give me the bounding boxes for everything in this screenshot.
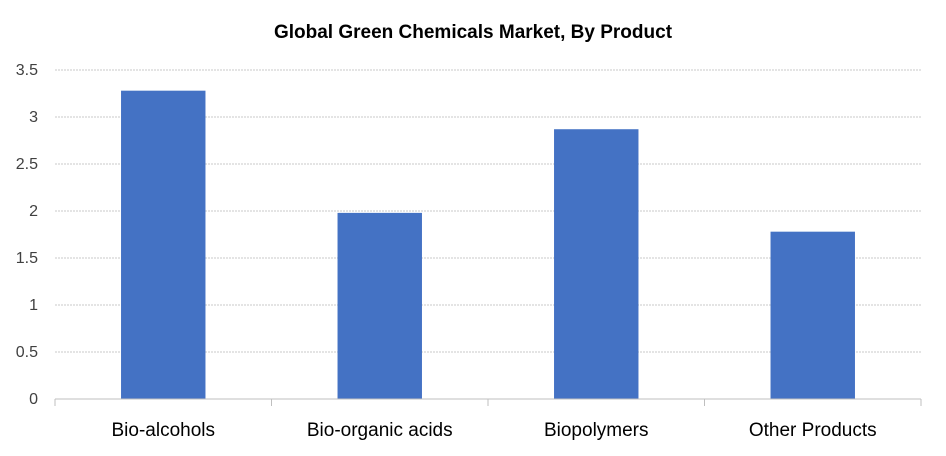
- y-tick-label: 0: [29, 391, 38, 408]
- bar: [337, 212, 422, 399]
- y-tick-label: 3: [29, 109, 38, 126]
- bar: [770, 231, 855, 399]
- y-tick-label: 2: [29, 203, 38, 220]
- y-axis-tick-labels: 0 0.5 1 1.5 2 2.5 3 3.5: [16, 62, 38, 408]
- x-tick-label: Bio-alcohols: [112, 420, 216, 441]
- y-tick-label: 0.5: [16, 344, 38, 361]
- y-tick-label: 1.5: [16, 250, 38, 267]
- x-tick-label: Biopolymers: [544, 420, 649, 441]
- bar: [121, 90, 206, 400]
- chart-title: Global Green Chemicals Market, By Produc…: [274, 22, 673, 43]
- x-axis-tick-labels: Bio-alcohols Bio-organic acids Biopolymers…: [112, 420, 877, 441]
- bars: [121, 90, 855, 400]
- x-tick-label: Bio-organic acids: [307, 420, 453, 441]
- y-tick-label: 3.5: [16, 62, 38, 79]
- x-tick-label: Other Products: [749, 420, 877, 441]
- y-tick-label: 2.5: [16, 156, 38, 173]
- y-tick-label: 1: [29, 297, 38, 314]
- x-axis: [54, 398, 922, 406]
- bar: [554, 129, 639, 399]
